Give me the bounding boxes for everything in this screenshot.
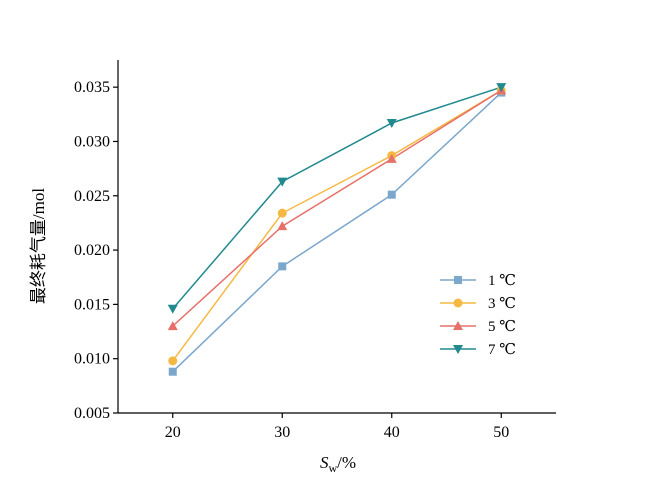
- legend-label: 3 ℃: [488, 296, 516, 312]
- y-tick-label: 0.005: [74, 405, 110, 422]
- x-axis-label-sub: w: [328, 461, 337, 475]
- axes: [117, 60, 556, 414]
- legend-marker: [454, 276, 462, 284]
- legend-marker: [453, 321, 463, 330]
- x-axis-label-suffix: /%: [337, 453, 356, 472]
- data-point-series-0: [387, 190, 396, 199]
- data-point-series-0: [278, 262, 287, 271]
- data-point-series-1: [168, 356, 178, 366]
- series-line-3: [172, 86, 502, 310]
- data-point-series-3: [386, 118, 397, 128]
- legend-marker: [453, 345, 463, 354]
- legend-label: 1 ℃: [488, 273, 516, 289]
- y-tick-label: 0.010: [74, 351, 110, 368]
- series-lines: [172, 86, 502, 373]
- series-line-0: [172, 92, 502, 373]
- y-tick-label: 0.015: [74, 296, 110, 313]
- y-tick-label: 0.030: [74, 133, 110, 150]
- data-point-series-0: [168, 367, 177, 376]
- x-axis-label: Sw/%: [320, 453, 356, 475]
- data-point-series-3: [167, 304, 178, 314]
- x-axis-label-main: S: [320, 453, 329, 472]
- series-markers: [167, 83, 507, 376]
- x-tick-label: 50: [493, 424, 509, 441]
- data-point-series-3: [496, 83, 507, 93]
- data-point-series-1: [277, 208, 287, 218]
- data-point-series-3: [277, 177, 288, 187]
- x-tick-label: 30: [274, 424, 290, 441]
- y-tick-label: 0.035: [74, 79, 110, 96]
- y-tick-label: 0.025: [74, 188, 110, 205]
- legend-label: 5 ℃: [488, 319, 516, 335]
- x-tick-label: 40: [384, 424, 400, 441]
- y-ticks: 0.005 0.010 0.015 0.020 0.025 0.030 0.035: [74, 79, 118, 422]
- data-point-series-2: [167, 321, 178, 331]
- x-tick-label: 20: [165, 424, 181, 441]
- y-tick-label: 0.020: [74, 242, 110, 259]
- y-axis-label: 最终耗气量/mol: [29, 188, 48, 304]
- legend-marker: [453, 298, 463, 308]
- series-line-1: [172, 89, 502, 362]
- series-line-2: [172, 89, 502, 327]
- data-point-series-2: [386, 153, 397, 163]
- x-ticks: 20 30 40 50: [165, 413, 509, 441]
- data-point-series-2: [277, 221, 288, 231]
- legend-label: 7 ℃: [488, 342, 516, 358]
- legend: 1 ℃ 3 ℃ 5 ℃ 7 ℃: [440, 273, 516, 358]
